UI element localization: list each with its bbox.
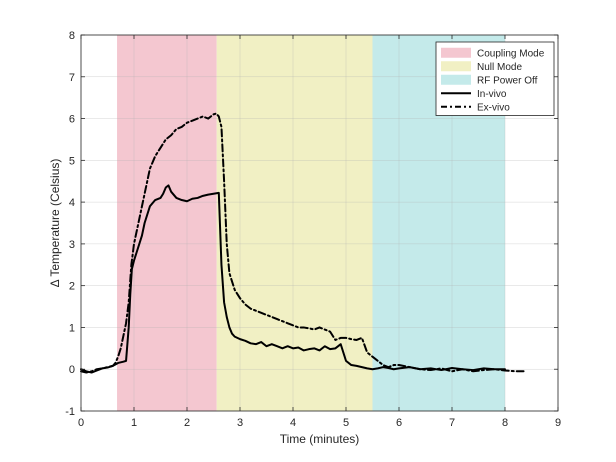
y-tick-label: 4 xyxy=(69,197,75,209)
legend-label-null-mode: Null Mode xyxy=(477,62,522,73)
y-tick-label: 8 xyxy=(69,30,75,42)
legend-label-rf-power-off: RF Power Off xyxy=(477,75,538,86)
x-tick-label: 7 xyxy=(449,417,455,429)
legend-label-coupling-mode: Coupling Mode xyxy=(477,48,545,59)
series-line-ex-vivo xyxy=(80,112,525,374)
series-line-in-vivo xyxy=(80,184,506,374)
legend-label-in-vivo: In-vivo xyxy=(477,89,507,100)
x-tick-label: 5 xyxy=(343,417,349,429)
y-tick-label: 1 xyxy=(69,322,75,334)
x-tick-label: 1 xyxy=(131,417,137,429)
x-tick-label: 3 xyxy=(237,417,243,429)
legend: Coupling Mode Null Mode RF Power Off In-viv… xyxy=(435,41,555,116)
y-tick-label: 0 xyxy=(69,364,75,376)
x-tick-label: 9 xyxy=(555,417,561,429)
x-tick-label: 2 xyxy=(184,417,190,429)
y-tick-label: 6 xyxy=(69,114,75,126)
series-layer xyxy=(80,112,525,374)
x-axis-title: Time (minutes) xyxy=(280,432,360,446)
y-tick-label: 7 xyxy=(69,72,75,84)
legend-swatch-null-mode xyxy=(441,61,471,72)
y-tick-label: 5 xyxy=(69,155,75,167)
y-tick-label: 2 xyxy=(69,281,75,293)
plot-frame xyxy=(80,34,559,412)
legend-swatch-coupling-mode xyxy=(441,47,471,58)
y-tick-label: 3 xyxy=(69,239,75,251)
x-tick-label: 4 xyxy=(290,417,296,429)
y-tick-label: -1 xyxy=(65,406,75,418)
y-axis-title: Δ Temperature (Celsius) xyxy=(48,159,62,288)
x-tick-label: 8 xyxy=(502,417,508,429)
x-tick-label: 0 xyxy=(78,417,84,429)
region-coupling-mode xyxy=(117,35,217,411)
x-tick-label: 6 xyxy=(396,417,402,429)
legend-label-ex-vivo: Ex-vivo xyxy=(477,102,510,113)
legend-swatch-rf-power-off xyxy=(441,74,471,85)
